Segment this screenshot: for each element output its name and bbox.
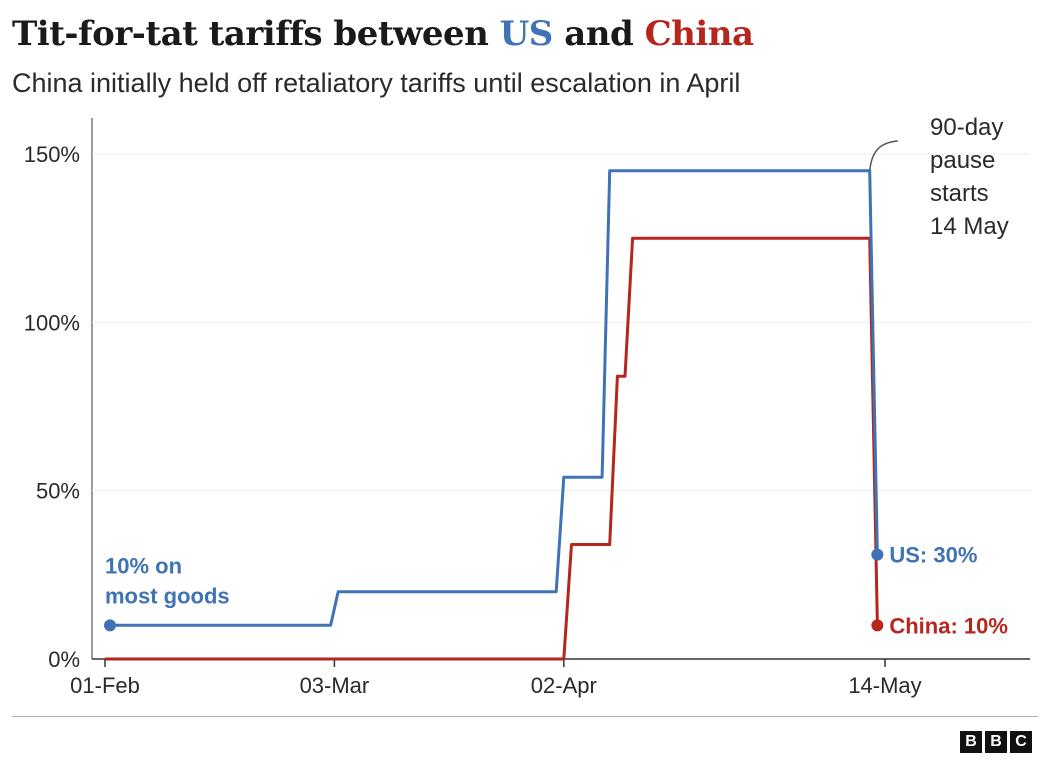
x-tick-label-1: 03-Mar: [300, 673, 370, 698]
logo-letter-1: B: [960, 731, 982, 753]
start-label-line-1: 10% on: [105, 553, 182, 578]
end-marker-us: [871, 548, 884, 561]
y-axis-ticks: 0% 50% 100% 150%: [24, 142, 80, 672]
series-line-china: [105, 236, 879, 661]
logo-letter-2: B: [985, 731, 1007, 753]
annotation-connector-0: [868, 140, 898, 171]
x-tick-label-3: 14-May: [848, 673, 921, 698]
chart-subtitle: China initially held off retaliatory tar…: [12, 68, 741, 98]
gridlines: [91, 118, 1030, 659]
y-tick-label-2: 100%: [24, 310, 80, 335]
y-tick-label-3: 150%: [24, 142, 80, 167]
title-us: US: [499, 14, 554, 54]
title-part-2: and: [552, 14, 645, 54]
title-part-1: Tit-for-tat tariffs between: [12, 14, 500, 54]
annotation-line-3: starts: [930, 180, 989, 207]
start-label-line-2: most goods: [105, 583, 230, 608]
chart-title: Tit-for-tat tariffs between US and China: [12, 14, 754, 54]
end-marker-china: [871, 619, 884, 632]
x-axis: 01-Feb 03-Mar 02-Apr 14-May: [70, 658, 1030, 698]
series-line-us: [105, 169, 879, 627]
footer-divider: [12, 716, 1038, 717]
y-tick-label-1: 50%: [36, 479, 80, 504]
annotation-line-4: 14 May: [930, 213, 1009, 240]
annotation-line-1: 90-day: [930, 114, 1003, 141]
x-tick-label-0: 01-Feb: [70, 673, 140, 698]
x-tick-label-2: 02-Apr: [531, 673, 597, 698]
annotation-line-2: pause: [930, 147, 995, 174]
logo-letter-3: C: [1010, 731, 1032, 753]
bbc-logo: B B C: [960, 731, 1032, 753]
title-china: China: [644, 14, 754, 54]
series-lines: [104, 169, 884, 661]
end-label-us: US: 30%: [889, 543, 977, 568]
end-label-china: China: 10%: [889, 613, 1008, 638]
series-labels: US: 30% 10% on most goods China: 10% 90-day p…: [105, 114, 1009, 638]
start-marker-us: [104, 619, 116, 632]
y-tick-label-0: 0%: [48, 647, 80, 672]
